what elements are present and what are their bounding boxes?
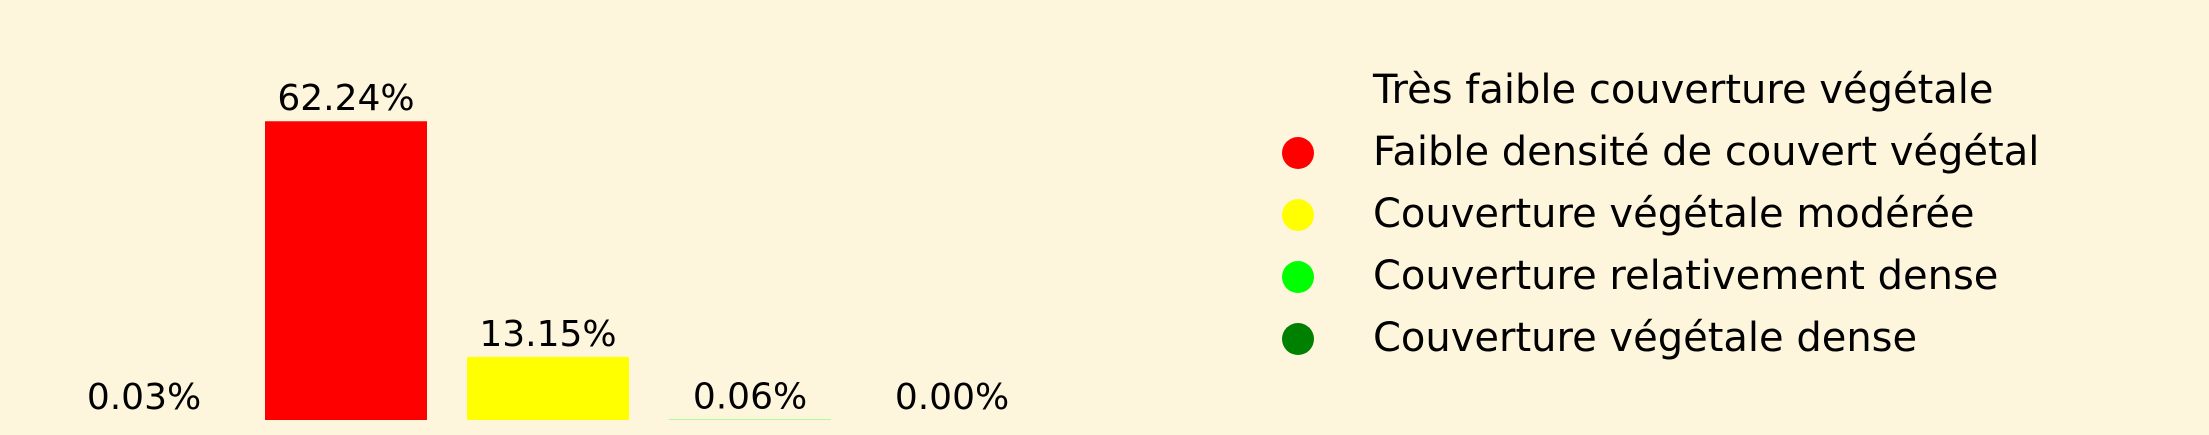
legend-label-2: Couverture végétale modérée: [1373, 191, 1975, 237]
bar-value-label-2: 13.15%: [479, 314, 616, 355]
legend-marker-0: [1282, 75, 1314, 107]
bar-value-label-4: 0.00%: [895, 377, 1009, 418]
bar-value-label-3: 0.06%: [693, 377, 807, 418]
legend-label-3: Couverture relativement dense: [1373, 253, 1998, 299]
legend-label-0: Très faible couverture végétale: [1372, 67, 1994, 113]
bar-value-label-0: 0.03%: [87, 377, 201, 418]
bar-1: [265, 121, 427, 421]
legend-marker-3: [1282, 261, 1314, 293]
legend: Très faible couverture végétale Faible de…: [1282, 67, 2039, 361]
bar-label-group: 0.03% 62.24% 13.15% 0.06% 0.00%: [87, 78, 1009, 418]
bar-value-label-1: 62.24%: [277, 78, 414, 119]
bar-group: [63, 121, 831, 421]
legend-marker-2: [1282, 199, 1314, 231]
legend-marker-1: [1282, 137, 1314, 169]
legend-label-4: Couverture végétale dense: [1373, 315, 1917, 361]
legend-marker-4: [1282, 323, 1314, 355]
legend-label-1: Faible densité de couvert végétal: [1373, 129, 2039, 175]
bar-2: [467, 356, 629, 420]
